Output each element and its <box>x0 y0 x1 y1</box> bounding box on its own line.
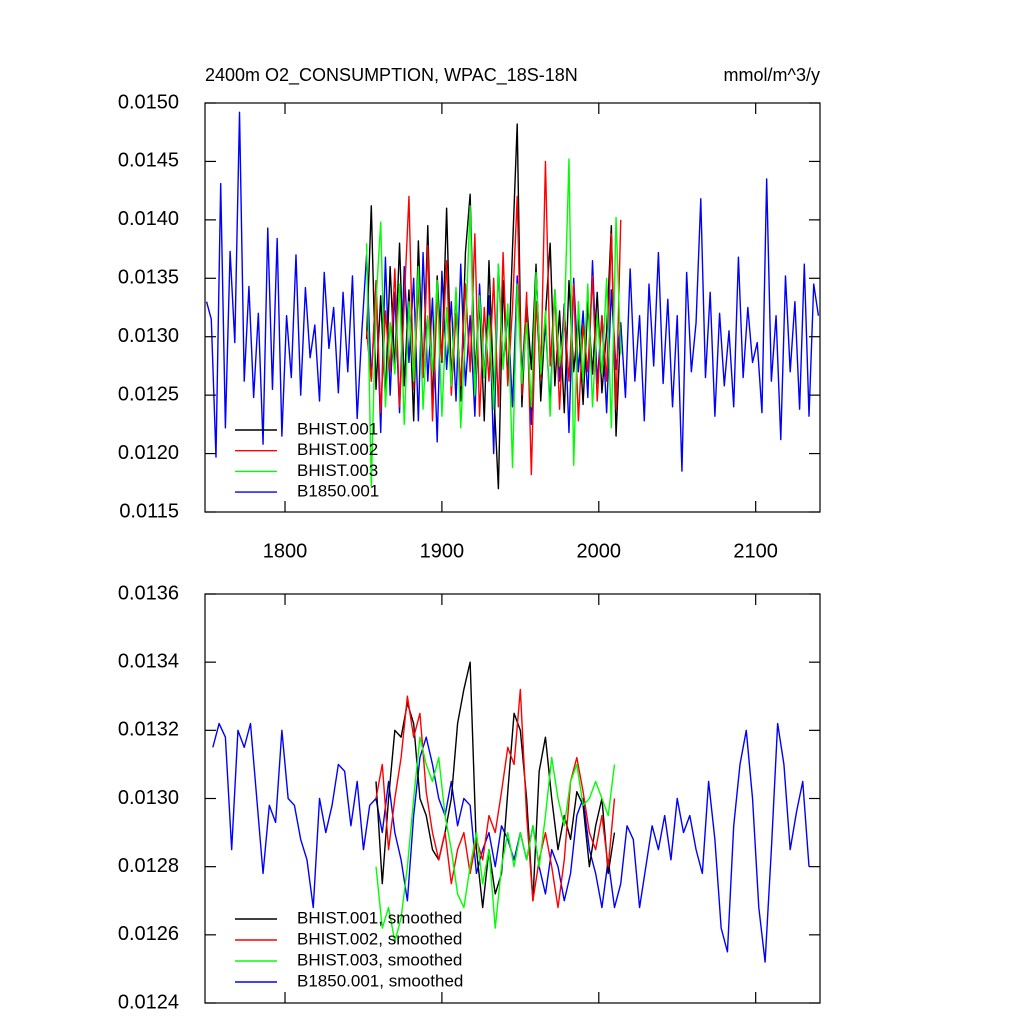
x-tick-label: 2100 <box>733 540 778 562</box>
y-tick-label: 0.0135 <box>118 267 179 289</box>
series-line <box>375 661 616 909</box>
y-tick-label: 0.0136 <box>118 582 179 604</box>
legend-label: BHIST.003, smoothed <box>297 950 462 969</box>
series-line <box>375 736 616 943</box>
legend-label: BHIST.001, smoothed <box>297 908 462 927</box>
y-tick-label: 0.0134 <box>118 650 179 672</box>
legend-label: BHIST.001 <box>297 419 378 438</box>
y-tick-label: 0.0124 <box>118 991 179 1013</box>
y-tick-label: 0.0126 <box>118 923 179 945</box>
series-line <box>365 158 622 487</box>
plot-frame <box>204 102 821 513</box>
legend-label: BHIST.003 <box>297 461 378 480</box>
chart-title: 2400m O2_CONSUMPTION, WPAC_18S-18N <box>205 65 578 86</box>
legend-label: BHIST.002 <box>297 440 378 459</box>
y-tick-label: 0.0115 <box>119 500 179 522</box>
legend-label: B1850.001, smoothed <box>297 971 463 990</box>
y-tick-label: 0.0145 <box>118 150 179 172</box>
units-label: mmol/m^3/y <box>724 65 820 85</box>
y-tick-label: 0.0125 <box>118 383 179 405</box>
series-line <box>375 688 616 909</box>
y-tick-label: 0.0140 <box>118 208 179 230</box>
y-tick-label: 0.0120 <box>118 442 179 464</box>
y-tick-label: 0.0128 <box>118 855 179 877</box>
series-line <box>365 160 622 476</box>
legend-label: B1850.001 <box>297 482 379 501</box>
x-tick-label: 2000 <box>577 540 622 562</box>
y-tick-label: 0.0132 <box>118 719 179 741</box>
legend-label: BHIST.002, smoothed <box>297 929 462 948</box>
y-tick-label: 0.0130 <box>118 787 179 809</box>
y-tick-label: 0.0130 <box>118 325 179 347</box>
x-tick-label: 1900 <box>420 540 465 562</box>
series-line <box>205 111 820 472</box>
x-tick-label: 1800 <box>263 540 308 562</box>
y-tick-label: 0.0150 <box>118 91 179 113</box>
